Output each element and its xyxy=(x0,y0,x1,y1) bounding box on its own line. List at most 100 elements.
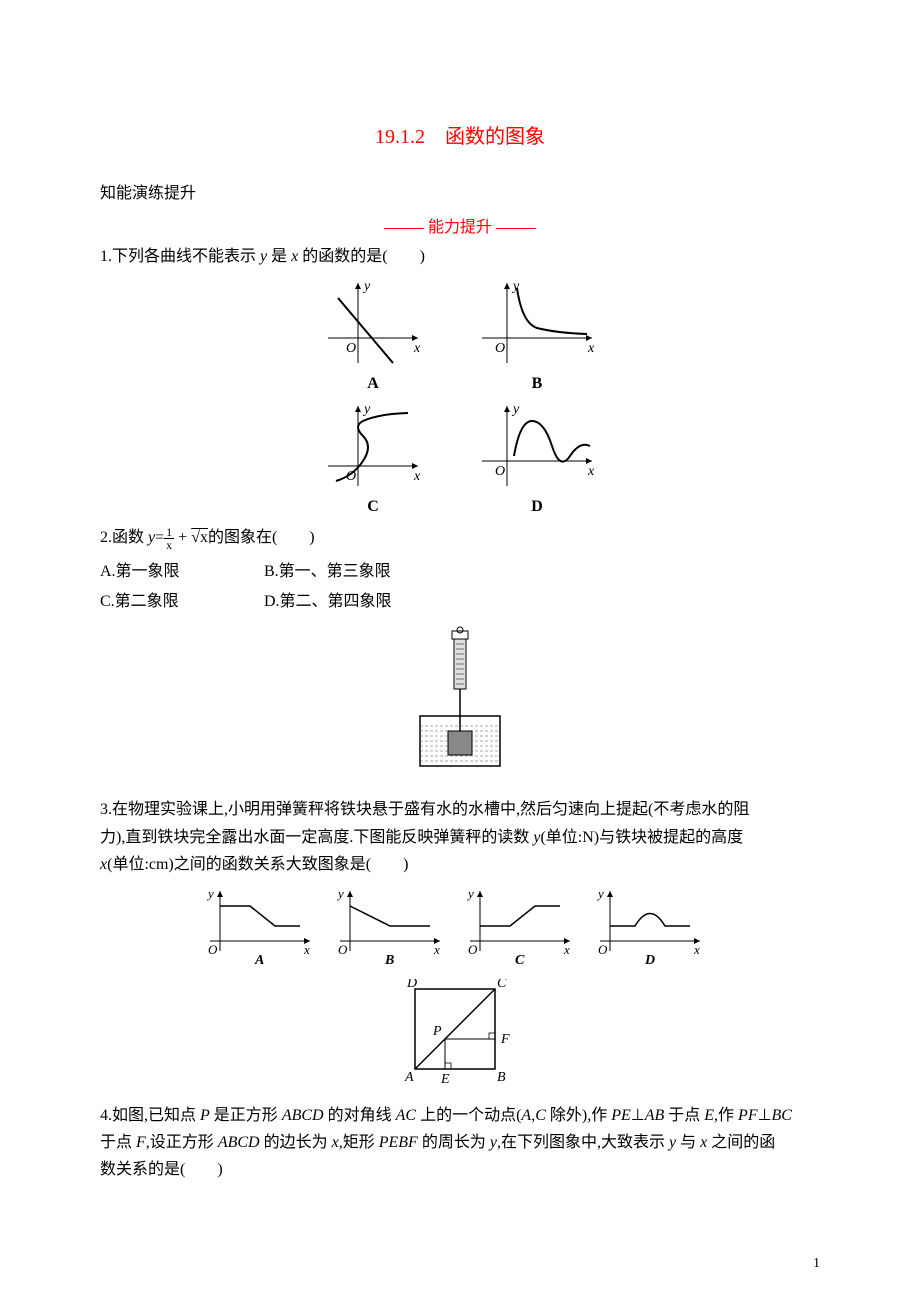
q4-t2: 的对角线 xyxy=(324,1107,396,1124)
q2-frac-den: x xyxy=(164,539,174,551)
svg-text:O: O xyxy=(495,341,505,356)
q4-t9: ⊥ xyxy=(758,1107,772,1124)
q3-figure-row: x y O A x y O B xyxy=(100,886,820,971)
q2-plus: + xyxy=(174,529,191,546)
question-1: 1.下列各曲线不能表示 y 是 x 的函数的是( ) xyxy=(100,243,820,270)
q4-BC: BC xyxy=(772,1107,792,1124)
q4-ABCD: ABCD xyxy=(282,1107,324,1124)
q4-PEBF: PEBF xyxy=(379,1134,418,1151)
q4-l2-6: 与 xyxy=(676,1134,700,1151)
svg-text:x: x xyxy=(433,942,440,957)
q2-opt-a: A.第一象限 xyxy=(100,557,260,581)
q1-graph-a: x y O A xyxy=(318,278,428,393)
q1-figure-row-1: x y O A x y O B xyxy=(100,278,820,393)
q4-l3: 数关系的是( ) xyxy=(100,1161,223,1178)
svg-text:B: B xyxy=(384,953,394,966)
q4-x: x xyxy=(332,1134,339,1151)
q4-C: C xyxy=(535,1107,546,1124)
svg-text:x: x xyxy=(587,341,595,356)
q4-l2-4: 的周长为 xyxy=(418,1134,490,1151)
svg-text:D: D xyxy=(406,979,417,991)
svg-text:E: E xyxy=(440,1072,450,1087)
q4-A: A xyxy=(521,1107,531,1124)
q3-unit-y: (单位:N)与铁块被提起的高度 xyxy=(540,829,743,846)
q1-label-d: D xyxy=(472,498,602,516)
svg-text:B: B xyxy=(497,1070,506,1085)
q2-eq: = xyxy=(155,529,164,546)
q4-l2-3: ,矩形 xyxy=(339,1134,379,1151)
svg-text:O: O xyxy=(208,942,218,957)
page-title: 19.1.2 函数的图象 xyxy=(100,120,820,149)
q4-l2-7: 之间的函 xyxy=(707,1134,775,1151)
q4-l2-pre: 于点 xyxy=(100,1134,136,1151)
q2-options-2: C.第二象限 D.第二、第四象限 xyxy=(100,587,820,611)
q4-ABCD2: ABCD xyxy=(218,1134,260,1151)
q4-t7: 于点 xyxy=(664,1107,704,1124)
q1-label-c: C xyxy=(318,498,428,516)
page-number: 1 xyxy=(813,1256,820,1272)
q1-label-b: B xyxy=(472,375,602,393)
q4-pre: 4.如图,已知点 xyxy=(100,1107,200,1124)
subtitle: 知能演练提升 xyxy=(100,179,820,203)
q4-t3: 上的一个动点( xyxy=(416,1107,521,1124)
q2-text-post: 的图象在( ) xyxy=(208,529,315,546)
question-4: 4.如图,已知点 P 是正方形 ABCD 的对角线 AC 上的一个动点(A,C … xyxy=(100,1102,820,1184)
q1-text-pre: 1.下列各曲线不能表示 xyxy=(100,248,260,265)
q1-text-post: 的函数的是( ) xyxy=(298,248,425,265)
q3-line2: 力),直到铁块完全露出水面一定高度.下图能反映弹簧秤的读数 xyxy=(100,829,533,846)
svg-text:y: y xyxy=(362,279,371,294)
q2-opt-b: B.第一、第三象限 xyxy=(264,557,424,581)
svg-text:y: y xyxy=(596,886,604,901)
svg-text:D: D xyxy=(644,953,655,966)
q3-unit-x: (单位:cm)之间的函数关系大致图象是( ) xyxy=(107,856,408,873)
q2-options: A.第一象限 B.第一、第三象限 xyxy=(100,557,820,581)
q3-line1: 3.在物理实验课上,小明用弹簧秤将铁块悬于盛有水的水槽中,然后匀速向上提起(不考… xyxy=(100,801,749,818)
q2-sqrt: √x xyxy=(191,529,208,546)
q1-graph-c: x y O C xyxy=(318,401,428,516)
question-3: 3.在物理实验课上,小明用弹簧秤将铁块悬于盛有水的水槽中,然后匀速向上提起(不考… xyxy=(100,796,820,878)
q4-t1: 是正方形 xyxy=(210,1107,282,1124)
q2-opt-d: D.第二、第四象限 xyxy=(264,587,424,611)
q4-l2-1: ,设正方形 xyxy=(146,1134,218,1151)
q1-text-mid: 是 xyxy=(267,248,291,265)
q4-PF: PF xyxy=(738,1107,758,1124)
svg-text:x: x xyxy=(303,942,310,957)
q4-t8: ,作 xyxy=(714,1107,738,1124)
q1-graph-b: x y O B xyxy=(472,278,602,393)
q1-figure-row-2: x y O C x y O D xyxy=(100,401,820,516)
q4-t6: ⊥ xyxy=(631,1107,645,1124)
svg-text:y: y xyxy=(206,886,214,901)
q4-P: P xyxy=(200,1107,210,1124)
svg-text:O: O xyxy=(346,341,356,356)
svg-text:x: x xyxy=(693,942,700,957)
svg-text:y: y xyxy=(466,886,474,901)
svg-text:O: O xyxy=(338,942,348,957)
q4-figure: D C P F A E B xyxy=(100,979,820,1094)
q4-y2: y xyxy=(669,1134,676,1151)
svg-text:y: y xyxy=(511,402,520,417)
svg-text:O: O xyxy=(495,464,505,479)
svg-text:P: P xyxy=(432,1024,442,1039)
q4-AC: AC xyxy=(396,1107,416,1124)
q2-opt-c: C.第二象限 xyxy=(100,587,260,611)
spring-figure xyxy=(100,626,820,781)
q4-t5: 除外),作 xyxy=(546,1107,611,1124)
q4-F: F xyxy=(136,1134,146,1151)
q1-label-a: A xyxy=(318,375,428,393)
q4-PE: PE xyxy=(611,1107,631,1124)
svg-text:O: O xyxy=(468,942,478,957)
svg-text:y: y xyxy=(336,886,344,901)
svg-text:x: x xyxy=(413,341,421,356)
q4-AB: AB xyxy=(645,1107,665,1124)
section-divider: 能力提升 xyxy=(100,213,820,237)
svg-text:x: x xyxy=(587,464,595,479)
q2-text-pre: 2.函数 xyxy=(100,529,148,546)
q1-graph-d: x y O D xyxy=(472,401,602,516)
svg-text:C: C xyxy=(497,979,507,991)
svg-text:x: x xyxy=(413,469,421,484)
svg-text:C: C xyxy=(515,953,525,966)
q4-l2-5: ,在下列图象中,大致表示 xyxy=(497,1134,669,1151)
svg-text:x: x xyxy=(563,942,570,957)
q4-l2-2: 的边长为 xyxy=(260,1134,332,1151)
svg-text:y: y xyxy=(362,402,371,417)
